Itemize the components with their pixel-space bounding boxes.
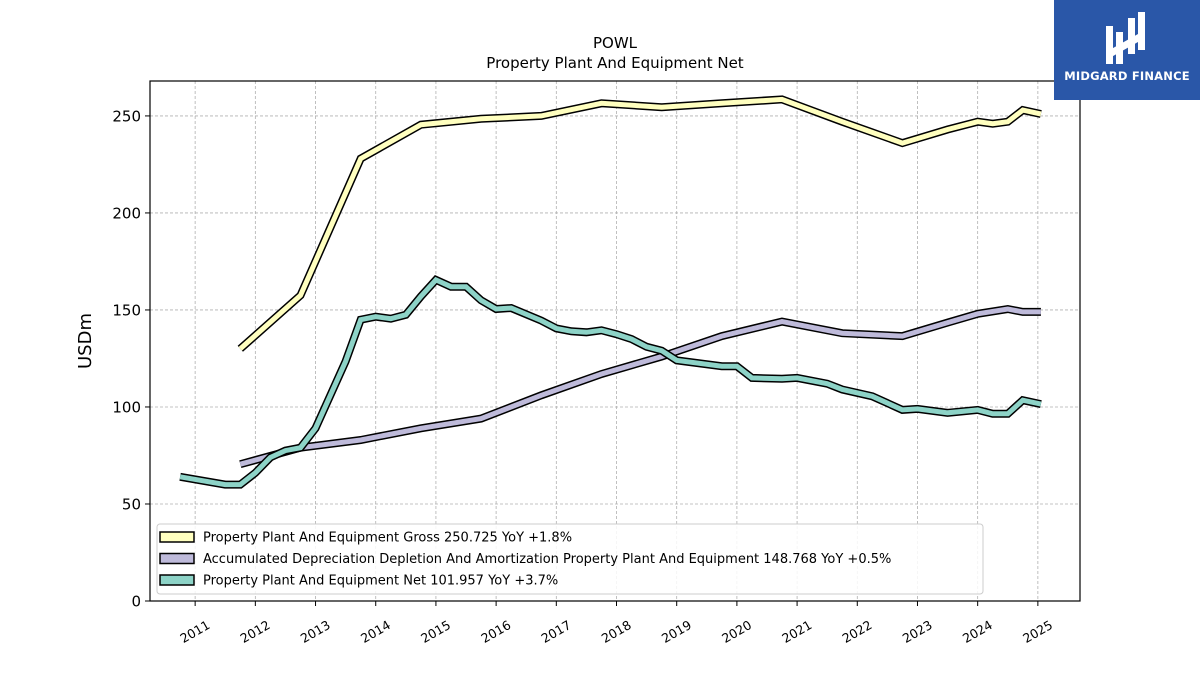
x-axis: 2011 2012 2013 2014 2015 2016 2017 2018 2019 2020…: [177, 601, 1055, 646]
legend-label: Property Plant And Equipment Gross 250.7…: [203, 531, 572, 546]
x-tick-label: 2012: [238, 617, 273, 646]
chart-subtitle: Property Plant And Equipment Net: [486, 54, 743, 72]
x-tick-label: 2013: [298, 617, 333, 646]
chart-title: POWL: [593, 34, 638, 52]
y-tick-label: 50: [122, 495, 141, 513]
series-1: [237, 95, 1042, 352]
legend-label: Accumulated Depreciation Depletion And A…: [203, 552, 891, 567]
y-tick-label: 250: [112, 107, 141, 125]
series-line-outline: [179, 275, 1042, 489]
legend-label: Property Plant And Equipment Net 101.957…: [203, 574, 558, 589]
legend: Property Plant And Equipment Gross 250.7…: [156, 523, 984, 595]
plot-frame: [149, 80, 1081, 602]
y-tick-label: 200: [112, 204, 141, 222]
x-tick-label: 2021: [779, 617, 814, 646]
legend-item: Accumulated Depreciation Depletion And A…: [159, 552, 891, 567]
x-tick-label: 2023: [900, 617, 935, 646]
series-line: [238, 96, 1042, 351]
logo-text: MIDGARD FINANCE: [1064, 69, 1190, 83]
x-tick-label: 2018: [599, 617, 634, 646]
legend-swatch: [159, 531, 195, 543]
series-3: [179, 275, 1042, 489]
legend-item: Property Plant And Equipment Net 101.957…: [159, 574, 558, 589]
legend-swatch: [159, 552, 195, 565]
midgard-finance-logo: MIDGARD FINANCE: [1054, 0, 1200, 100]
y-tick-label: 100: [112, 398, 141, 416]
x-tick-label: 2016: [478, 617, 513, 646]
legend-item: Property Plant And Equipment Gross 250.7…: [159, 531, 572, 546]
x-tick-label: 2014: [358, 617, 393, 646]
y-axis: 0 50 100 150 200 250: [112, 107, 150, 611]
legend-swatch: [159, 574, 195, 586]
grid-lines: [150, 81, 1080, 602]
x-tick-label: 2020: [719, 617, 754, 646]
series-layer: [179, 95, 1042, 489]
series-2: [239, 304, 1041, 469]
y-tick-label: 150: [112, 301, 141, 319]
x-tick-label: 2024: [960, 617, 995, 646]
x-tick-label: 2011: [177, 617, 212, 646]
y-tick-label: 0: [131, 593, 141, 611]
series-line: [239, 306, 1041, 467]
x-tick-label: 2019: [659, 617, 694, 646]
series-line: [179, 276, 1042, 488]
x-tick-label: 2022: [840, 617, 875, 646]
x-tick-label: 2017: [539, 617, 574, 646]
midgard-logo-icon: [1106, 12, 1145, 64]
x-tick-label: 2015: [418, 617, 453, 646]
legend-box: [156, 523, 984, 595]
x-tick-label: 2025: [1020, 617, 1055, 646]
y-axis-label: USDm: [75, 313, 96, 369]
